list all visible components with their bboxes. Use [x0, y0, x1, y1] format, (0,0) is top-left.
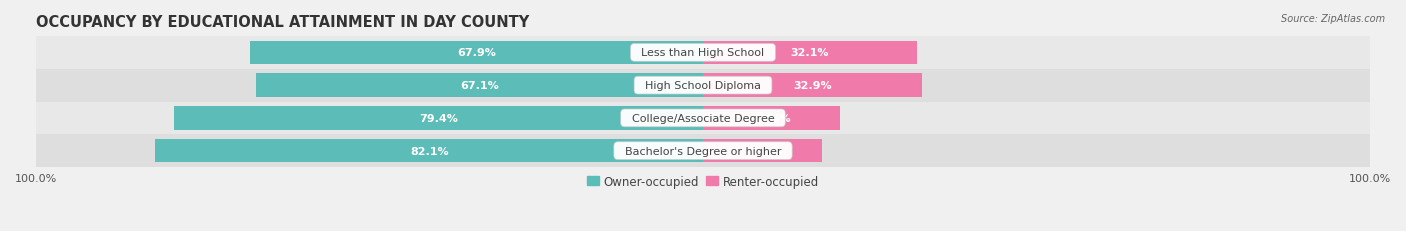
Text: Less than High School: Less than High School	[634, 48, 772, 58]
Bar	[256, 74, 703, 97]
Bar	[37, 70, 1369, 102]
Bar	[250, 41, 703, 65]
Bar	[37, 102, 1369, 135]
Text: 82.1%: 82.1%	[411, 146, 449, 156]
Bar	[703, 107, 841, 130]
Bar	[703, 139, 823, 163]
Text: OCCUPANCY BY EDUCATIONAL ATTAINMENT IN DAY COUNTY: OCCUPANCY BY EDUCATIONAL ATTAINMENT IN D…	[37, 15, 530, 30]
Legend: Owner-occupied, Renter-occupied: Owner-occupied, Renter-occupied	[582, 170, 824, 192]
Text: 17.9%: 17.9%	[744, 146, 782, 156]
Text: College/Associate Degree: College/Associate Degree	[624, 113, 782, 123]
Text: 32.9%: 32.9%	[793, 81, 832, 91]
Text: 79.4%: 79.4%	[419, 113, 458, 123]
Bar	[173, 107, 703, 130]
Text: 32.1%: 32.1%	[790, 48, 830, 58]
Bar	[156, 139, 703, 163]
Text: Bachelor's Degree or higher: Bachelor's Degree or higher	[617, 146, 789, 156]
Text: 67.9%: 67.9%	[457, 48, 496, 58]
Text: Source: ZipAtlas.com: Source: ZipAtlas.com	[1281, 14, 1385, 24]
Bar	[37, 37, 1369, 70]
Text: High School Diploma: High School Diploma	[638, 81, 768, 91]
Bar	[703, 74, 922, 97]
Bar	[703, 41, 917, 65]
Text: 20.6%: 20.6%	[752, 113, 792, 123]
Text: 67.1%: 67.1%	[460, 81, 499, 91]
Bar	[37, 135, 1369, 167]
